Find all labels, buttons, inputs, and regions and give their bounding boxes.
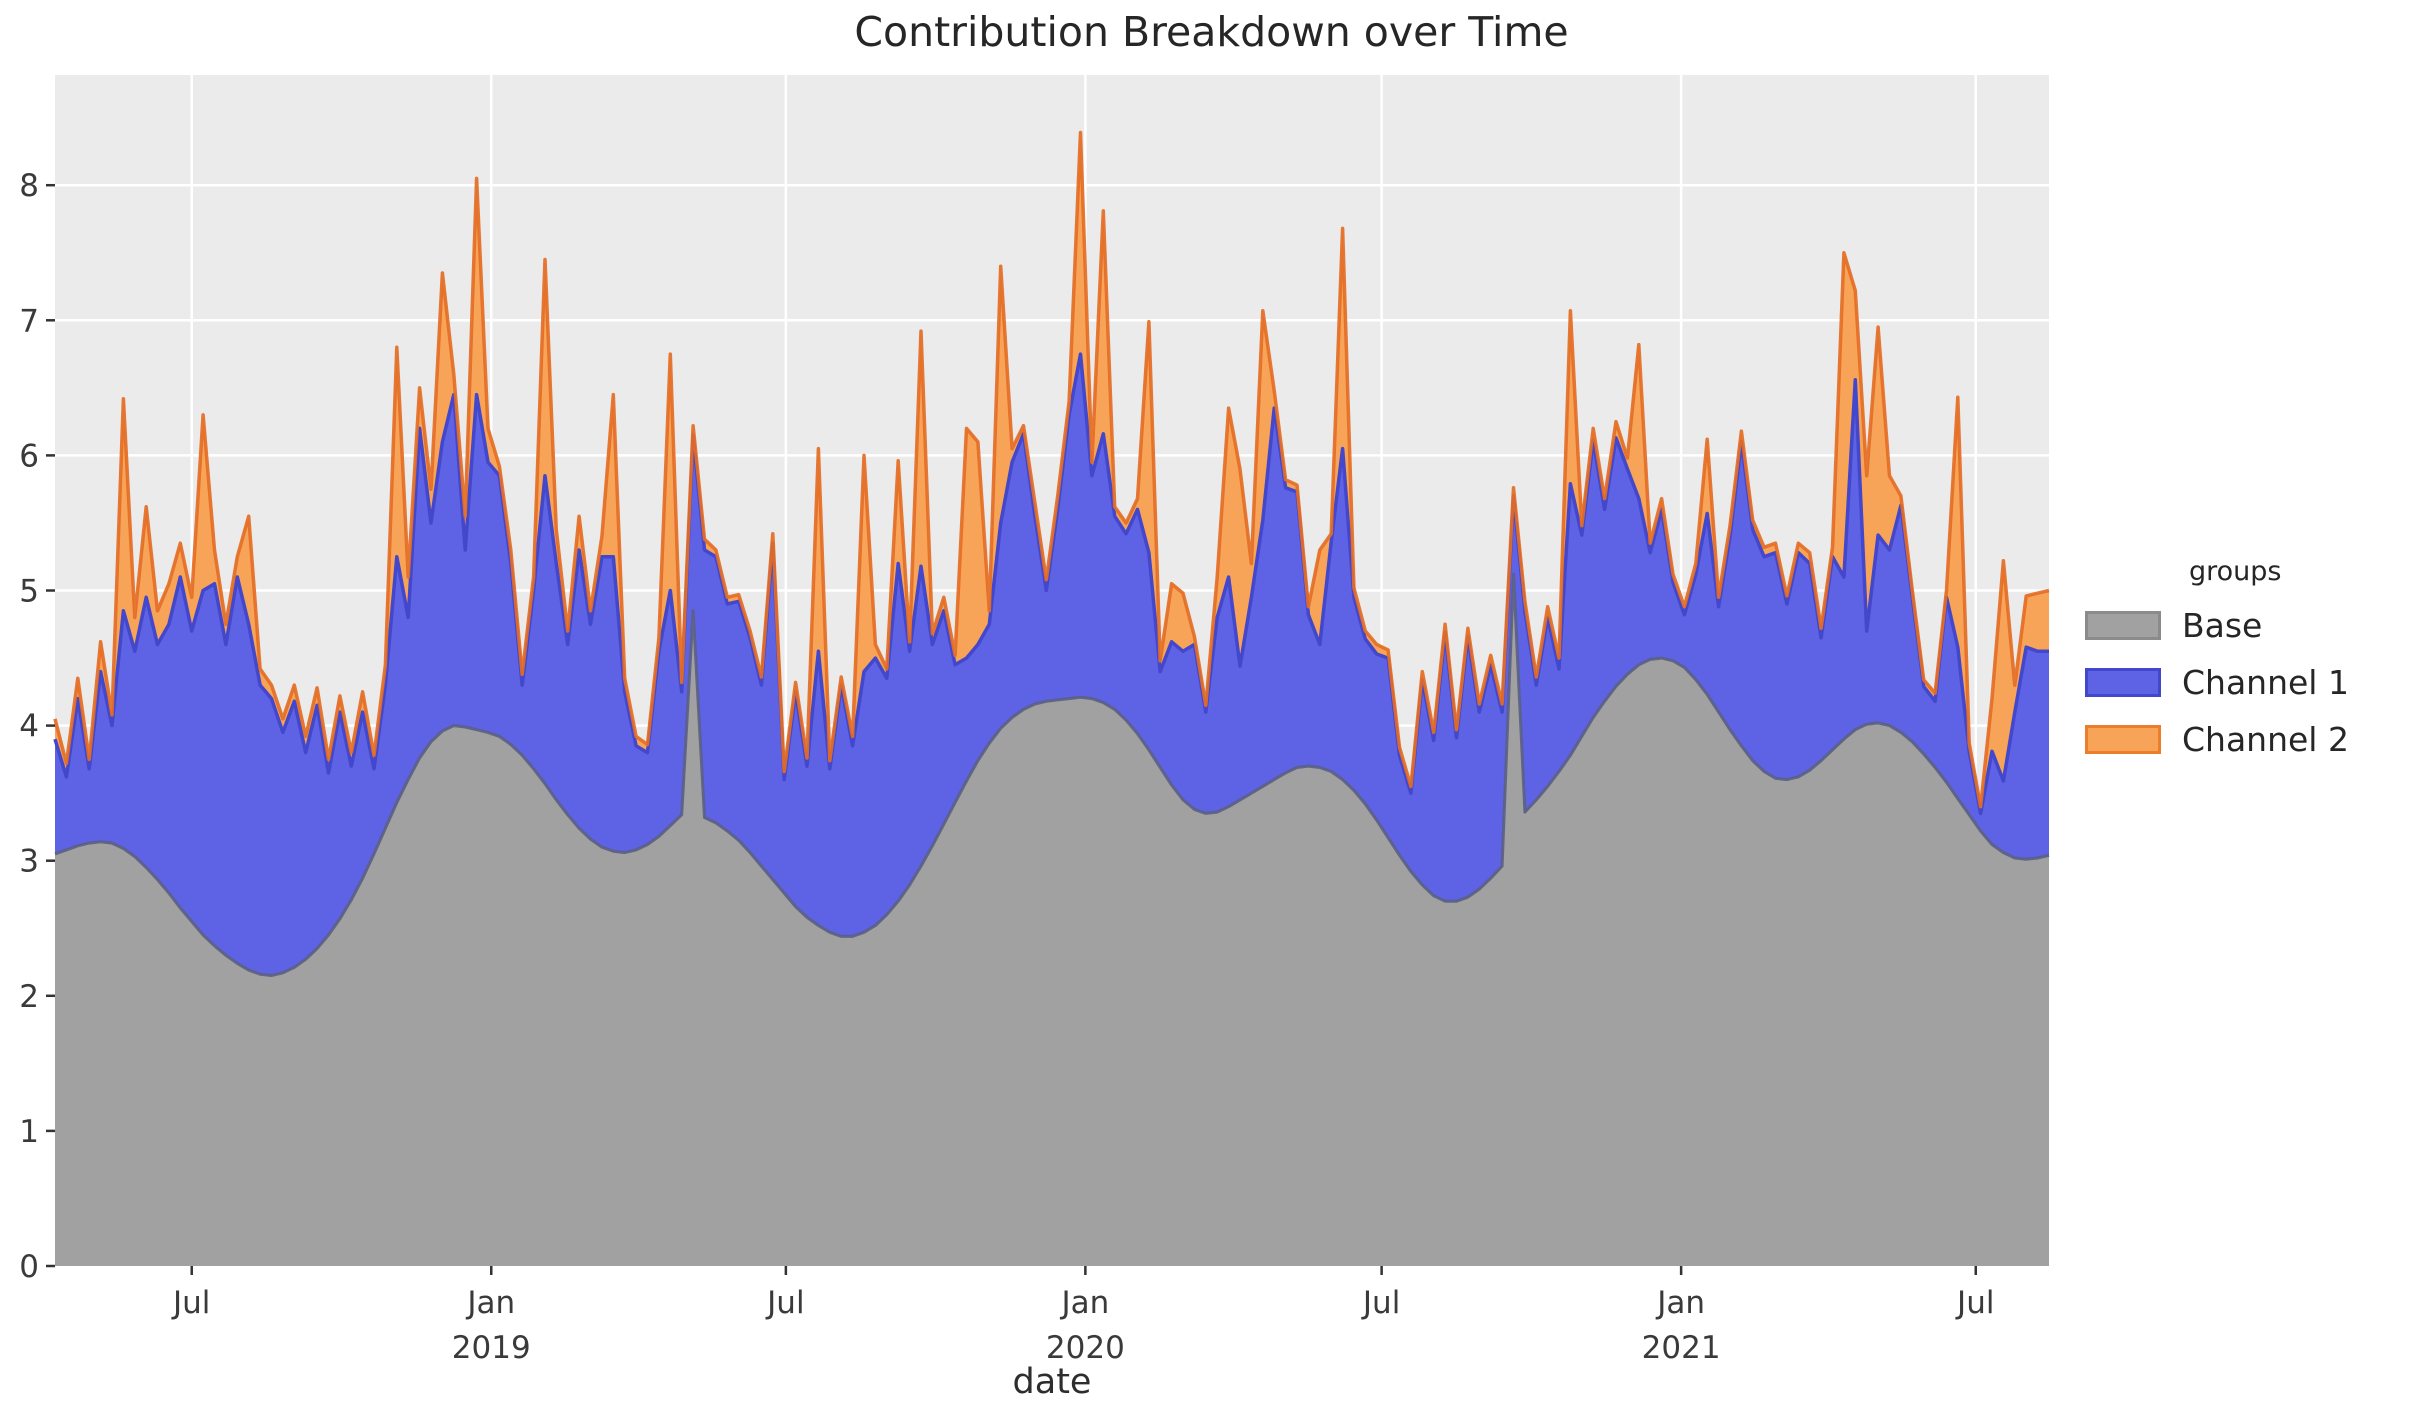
- y-tick-label: 4: [19, 709, 39, 745]
- y-tick-label: 6: [19, 438, 39, 474]
- y-tick-label: 1: [19, 1114, 39, 1150]
- x-tick-year-label: 2020: [1046, 1330, 1125, 1366]
- legend-item-base: Base: [2085, 606, 2349, 645]
- y-tick-label: 0: [19, 1249, 39, 1285]
- x-axis-title: date: [1012, 1362, 1092, 1402]
- legend-swatch-channel-1: [2085, 667, 2161, 697]
- x-tick-label: Jul: [171, 1285, 210, 1321]
- area-channel-1: [55, 354, 2049, 976]
- legend-label-base: Base: [2182, 605, 2263, 645]
- x-tick-year-label: 2021: [1642, 1330, 1721, 1366]
- legend: groups Base Channel 1 Channel 2: [2085, 556, 2349, 780]
- legend-label-channel-1: Channel 1: [2182, 662, 2349, 702]
- y-tick-label: 5: [19, 574, 39, 610]
- x-tick-year-label: 2019: [452, 1330, 531, 1366]
- legend-item-channel-1: Channel 1: [2085, 663, 2349, 702]
- x-tick-label: Jul: [1361, 1285, 1400, 1321]
- legend-item-channel-2: Channel 2: [2085, 720, 2349, 759]
- legend-swatch-channel-2: [2085, 724, 2161, 754]
- y-tick-label: 8: [19, 168, 39, 204]
- y-tick-label: 2: [19, 979, 39, 1015]
- area-base: [55, 574, 2049, 1266]
- chart-title: Contribution Breakdown over Time: [854, 8, 1569, 56]
- x-tick-label: Jul: [1955, 1285, 1994, 1321]
- line-base: [54, 572, 2050, 977]
- y-tick-label: 7: [19, 303, 39, 339]
- x-tick-label: Jan: [465, 1285, 515, 1321]
- x-tick-label: Jul: [765, 1285, 804, 1321]
- legend-swatch-base: [2085, 610, 2161, 640]
- legend-title: groups: [2189, 556, 2282, 587]
- x-tick-label: Jan: [1059, 1285, 1109, 1321]
- line-channel-2: [53, 130, 2050, 809]
- y-tick-label: 3: [19, 844, 39, 880]
- legend-label-channel-2: Channel 2: [2182, 719, 2349, 759]
- x-tick-label: Jan: [1655, 1285, 1705, 1321]
